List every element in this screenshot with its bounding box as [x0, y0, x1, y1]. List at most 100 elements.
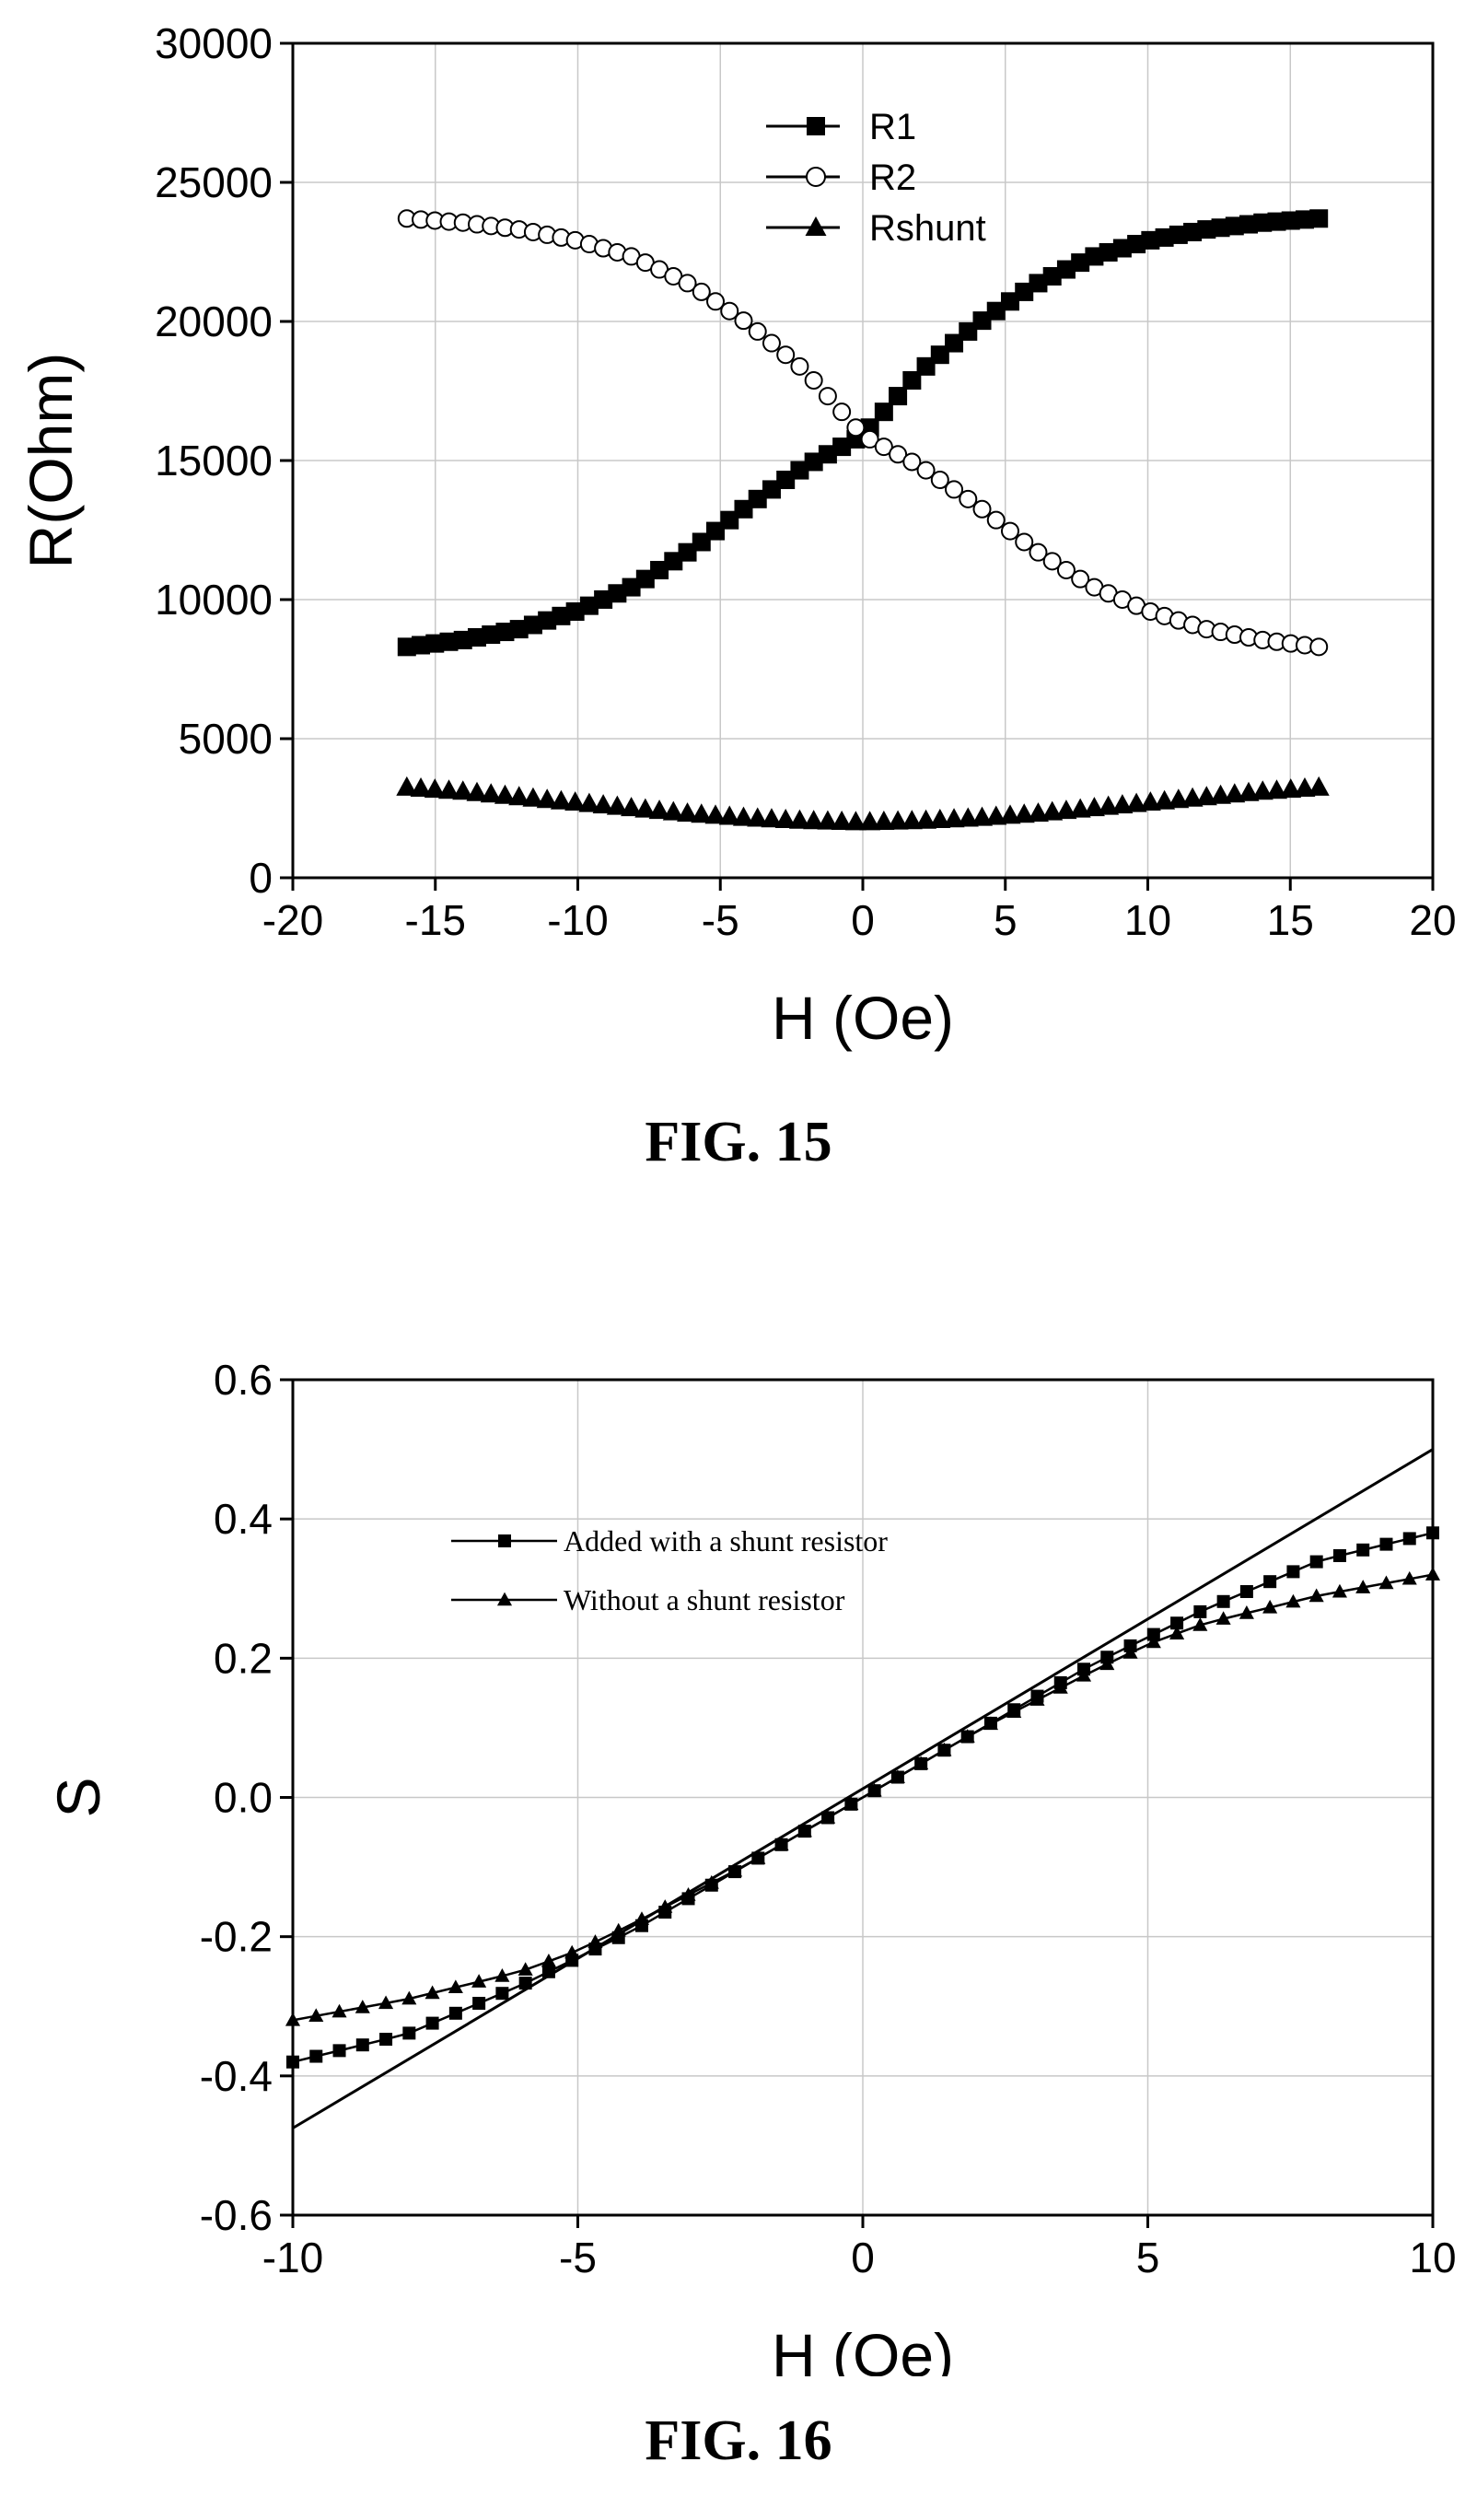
data-point	[804, 370, 823, 390]
data-point	[309, 2049, 323, 2063]
data-point	[874, 402, 893, 422]
data-point	[761, 808, 783, 828]
data-point	[1215, 1611, 1231, 1625]
data-point	[285, 2012, 301, 2026]
data-point	[818, 445, 837, 464]
data-point	[1192, 1616, 1208, 1631]
data-point	[1015, 532, 1034, 552]
data-point	[565, 601, 585, 621]
data-point	[718, 805, 740, 825]
data-point	[1027, 802, 1049, 822]
data-point	[1112, 239, 1132, 258]
data-point	[1378, 1575, 1394, 1590]
data-point	[972, 311, 992, 331]
data-point	[986, 301, 1006, 321]
data-point	[959, 489, 978, 508]
data-point	[959, 321, 978, 341]
data-point	[1056, 260, 1076, 279]
data-point	[677, 802, 699, 822]
data-point	[467, 628, 486, 648]
data-point	[1239, 1605, 1254, 1619]
data-point	[1286, 1565, 1300, 1579]
series-r1	[397, 209, 1329, 657]
data-point	[1122, 1645, 1138, 1659]
y-tick-label: -0.2	[200, 1913, 273, 1961]
y-tick-label: 15000	[155, 437, 273, 484]
data-point	[453, 630, 472, 649]
data-point	[495, 1987, 509, 2001]
data-point	[1309, 1555, 1323, 1569]
data-point	[817, 810, 839, 830]
data-point	[410, 776, 432, 797]
y-tick-label: 25000	[155, 158, 273, 206]
data-point	[650, 560, 669, 579]
data-point	[1426, 1526, 1439, 1540]
data-point	[930, 471, 949, 490]
data-point	[797, 1823, 812, 1838]
legend: R1 R2 Rshunt	[766, 107, 986, 249]
series-r2	[397, 209, 1329, 657]
data-point	[1265, 779, 1287, 799]
data-point	[1425, 1567, 1441, 1581]
y-tick-label: 0.2	[214, 1634, 273, 1682]
data-point	[1253, 213, 1273, 232]
data-point	[936, 1742, 952, 1756]
data-point	[1195, 786, 1217, 806]
data-point	[592, 794, 614, 814]
data-point	[332, 2044, 346, 2058]
data-point	[1111, 794, 1134, 814]
figure-16: -10 -5 0 5 10 -0.6 -0.4 -0.2 0.0 0.2 0.4 0.6 H (Oe) S…	[0, 1289, 1477, 2472]
data-point	[439, 632, 459, 651]
y-tick-label: 0.4	[214, 1495, 273, 1543]
data-point	[424, 1985, 440, 2000]
data-point	[424, 778, 446, 799]
data-point	[678, 542, 697, 562]
data-point	[379, 2033, 393, 2047]
data-point	[1085, 247, 1104, 266]
data-point	[664, 552, 683, 571]
data-point	[1071, 569, 1090, 589]
y-tick-label: 0.6	[214, 1356, 273, 1404]
data-point	[1308, 776, 1330, 796]
data-point	[890, 1769, 905, 1783]
data-point	[564, 791, 587, 811]
data-point	[1000, 292, 1019, 311]
x-tick-label: -5	[702, 896, 739, 944]
data-point	[402, 2026, 416, 2040]
data-point	[1168, 788, 1190, 809]
data-point	[552, 606, 571, 625]
data-point	[495, 623, 515, 642]
x-tick-label: 15	[1267, 896, 1314, 944]
data-point	[1169, 1626, 1185, 1639]
data-point	[494, 784, 516, 804]
data-point	[831, 811, 853, 831]
data-point	[466, 781, 488, 801]
data-point	[902, 452, 922, 472]
legend-label: Rshunt	[869, 208, 986, 249]
y-tick-label: 0	[249, 854, 273, 902]
data-point	[1029, 1692, 1045, 1706]
data-point	[438, 779, 460, 799]
data-point	[578, 792, 600, 812]
x-tick-label: -20	[262, 896, 323, 944]
data-point	[986, 510, 1006, 530]
axes: -10 -5 0 5 10 -0.6 -0.4 -0.2 0.0 0.2 0.4 0.6	[200, 1356, 1457, 2281]
data-point	[1000, 521, 1019, 541]
data-point	[378, 1995, 394, 2010]
data-point	[704, 1874, 719, 1889]
axes: -20 -15 -10 -5 0 5 10 15 20 0 5000 10000 15000 20000 2…	[155, 19, 1457, 944]
series-line	[292, 1448, 1434, 2129]
x-tick-label: 5	[994, 896, 1018, 944]
x-tick-label: 0	[851, 896, 875, 944]
x-tick-label: 10	[1409, 2234, 1456, 2281]
data-point	[523, 615, 542, 635]
data-point	[1197, 220, 1216, 239]
data-point	[945, 480, 964, 499]
data-point	[550, 789, 572, 810]
data-point	[972, 499, 992, 519]
data-point	[846, 418, 866, 438]
x-tick-label: -5	[559, 2234, 597, 2281]
data-point	[662, 800, 684, 821]
data-point	[1029, 274, 1048, 293]
data-point	[929, 809, 951, 829]
